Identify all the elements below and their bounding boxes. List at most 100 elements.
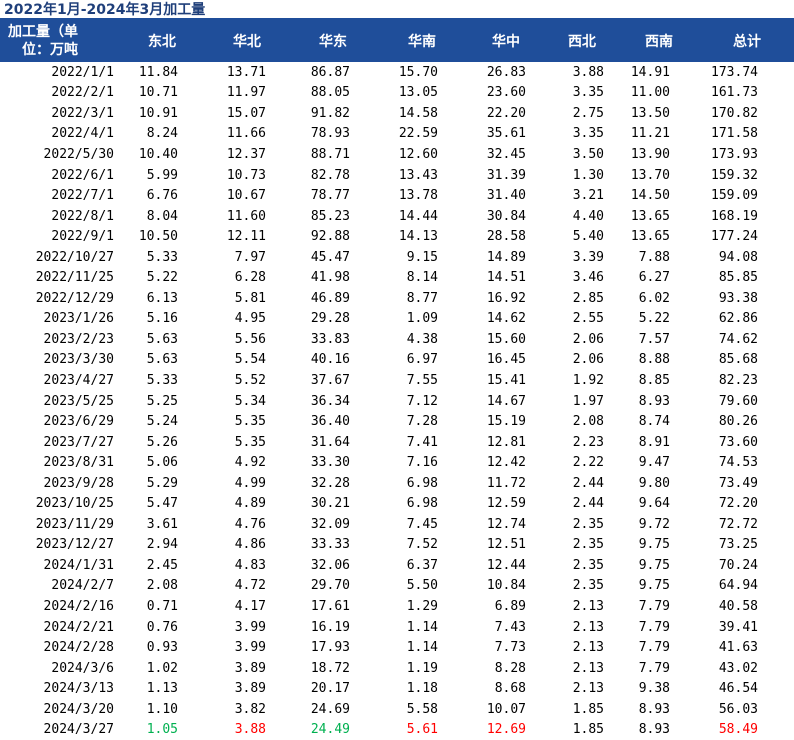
cell-value: 8.93 <box>618 391 700 412</box>
row-date: 2022/2/1 <box>0 83 118 104</box>
cell-value: 4.99 <box>206 473 288 494</box>
cell-value: 2.44 <box>546 493 618 514</box>
cell-value: 12.81 <box>466 432 546 453</box>
row-date: 2024/2/28 <box>0 637 118 658</box>
row-date: 2023/6/29 <box>0 411 118 432</box>
cell-value: 12.69 <box>466 720 546 740</box>
row-date: 2023/5/25 <box>0 391 118 412</box>
cell-value: 7.45 <box>378 514 466 535</box>
row-date: 2023/10/25 <box>0 493 118 514</box>
cell-value: 6.97 <box>378 350 466 371</box>
cell-value: 6.89 <box>466 596 546 617</box>
cell-value: 82.23 <box>700 370 794 391</box>
cell-value: 85.68 <box>700 350 794 371</box>
cell-value: 12.74 <box>466 514 546 535</box>
cell-value: 3.35 <box>546 124 618 145</box>
cell-value: 28.58 <box>466 226 546 247</box>
cell-value: 11.97 <box>206 83 288 104</box>
cell-value: 3.88 <box>206 720 288 740</box>
row-date: 2024/2/21 <box>0 617 118 638</box>
cell-value: 5.29 <box>118 473 206 494</box>
cell-value: 1.85 <box>546 720 618 740</box>
cell-value: 56.03 <box>700 699 794 720</box>
cell-value: 13.43 <box>378 165 466 186</box>
row-date: 2023/2/23 <box>0 329 118 350</box>
cell-value: 5.33 <box>118 247 206 268</box>
cell-value: 11.60 <box>206 206 288 227</box>
cell-value: 33.30 <box>288 452 378 473</box>
cell-value: 5.56 <box>206 329 288 350</box>
cell-value: 7.79 <box>618 617 700 638</box>
cell-value: 62.86 <box>700 309 794 330</box>
cell-value: 32.28 <box>288 473 378 494</box>
cell-value: 6.37 <box>378 555 466 576</box>
cell-value: 8.04 <box>118 206 206 227</box>
cell-value: 7.79 <box>618 596 700 617</box>
cell-value: 3.89 <box>206 658 288 679</box>
cell-value: 58.49 <box>700 720 794 740</box>
cell-value: 6.76 <box>118 185 206 206</box>
cell-value: 7.79 <box>618 637 700 658</box>
cell-value: 7.73 <box>466 637 546 658</box>
cell-value: 85.23 <box>288 206 378 227</box>
cell-value: 2.35 <box>546 555 618 576</box>
row-date: 2022/11/25 <box>0 267 118 288</box>
cell-value: 91.82 <box>288 103 378 124</box>
cell-value: 13.05 <box>378 83 466 104</box>
cell-value: 2.13 <box>546 637 618 658</box>
cell-value: 24.69 <box>288 699 378 720</box>
header-total: 总计 <box>700 20 794 62</box>
row-date: 2022/6/1 <box>0 165 118 186</box>
cell-value: 22.59 <box>378 124 466 145</box>
row-date: 2024/3/20 <box>0 699 118 720</box>
cell-value: 7.41 <box>378 432 466 453</box>
cell-value: 10.71 <box>118 83 206 104</box>
throughput-table: 加工量（单 位：万吨 东北 华北 华东 华南 华中 西北 西南 总计 2022/… <box>0 20 794 740</box>
cell-value: 1.02 <box>118 658 206 679</box>
cell-value: 88.71 <box>288 144 378 165</box>
cell-value: 9.75 <box>618 576 700 597</box>
header-north: 华北 <box>206 20 288 62</box>
cell-value: 11.66 <box>206 124 288 145</box>
cell-value: 3.50 <box>546 144 618 165</box>
cell-value: 3.88 <box>546 62 618 83</box>
cell-value: 5.35 <box>206 411 288 432</box>
cell-value: 0.71 <box>118 596 206 617</box>
cell-value: 10.84 <box>466 576 546 597</box>
cell-value: 1.05 <box>118 720 206 740</box>
cell-value: 3.21 <box>546 185 618 206</box>
cell-value: 2.06 <box>546 329 618 350</box>
row-date: 2024/3/27 <box>0 720 118 740</box>
cell-value: 22.20 <box>466 103 546 124</box>
row-date: 2022/8/1 <box>0 206 118 227</box>
cell-value: 73.25 <box>700 535 794 556</box>
row-date: 2023/9/28 <box>0 473 118 494</box>
cell-value: 5.47 <box>118 493 206 514</box>
cell-value: 78.77 <box>288 185 378 206</box>
cell-value: 12.42 <box>466 452 546 473</box>
cell-value: 4.72 <box>206 576 288 597</box>
cell-value: 9.47 <box>618 452 700 473</box>
cell-value: 5.54 <box>206 350 288 371</box>
row-date: 2023/3/30 <box>0 350 118 371</box>
cell-value: 16.92 <box>466 288 546 309</box>
cell-value: 72.20 <box>700 493 794 514</box>
cell-value: 5.34 <box>206 391 288 412</box>
cell-value: 10.40 <box>118 144 206 165</box>
row-date: 2023/1/26 <box>0 309 118 330</box>
cell-value: 2.13 <box>546 617 618 638</box>
cell-value: 78.93 <box>288 124 378 145</box>
